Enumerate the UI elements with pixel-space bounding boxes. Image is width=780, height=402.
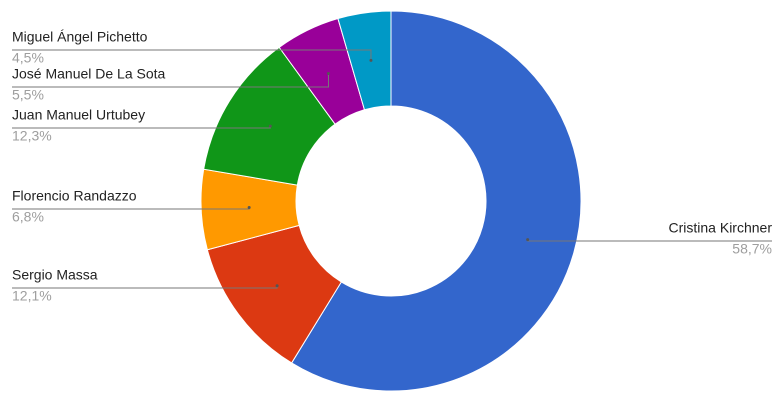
slice-value: 6,8%: [12, 209, 44, 225]
slice-label: Cristina Kirchner: [669, 220, 773, 236]
leader-line: [12, 49, 372, 61]
slice-label: Juan Manuel Urtubey: [12, 107, 145, 123]
slice-value: 12,1%: [12, 288, 52, 304]
leader-dot: [268, 124, 272, 128]
slice-value: 12,3%: [12, 128, 52, 144]
slice-label: José Manuel De La Sota: [12, 66, 166, 82]
slice-value: 5,5%: [12, 87, 44, 103]
leader-dot: [526, 238, 530, 242]
slice-value: 4,5%: [12, 50, 44, 66]
slice-label: Sergio Massa: [12, 267, 98, 283]
leader-dot: [247, 205, 251, 209]
slice-label: Florencio Randazzo: [12, 188, 137, 204]
wedge: [290, 10, 582, 392]
leader-dot: [275, 284, 279, 288]
leader-dot: [369, 58, 373, 62]
wedge: [337, 10, 392, 111]
leader-dot: [326, 72, 330, 76]
slice-label: Miguel Ángel Pichetto: [12, 29, 148, 45]
leader-line: [12, 73, 329, 88]
slice-value: 58,7%: [732, 241, 772, 257]
